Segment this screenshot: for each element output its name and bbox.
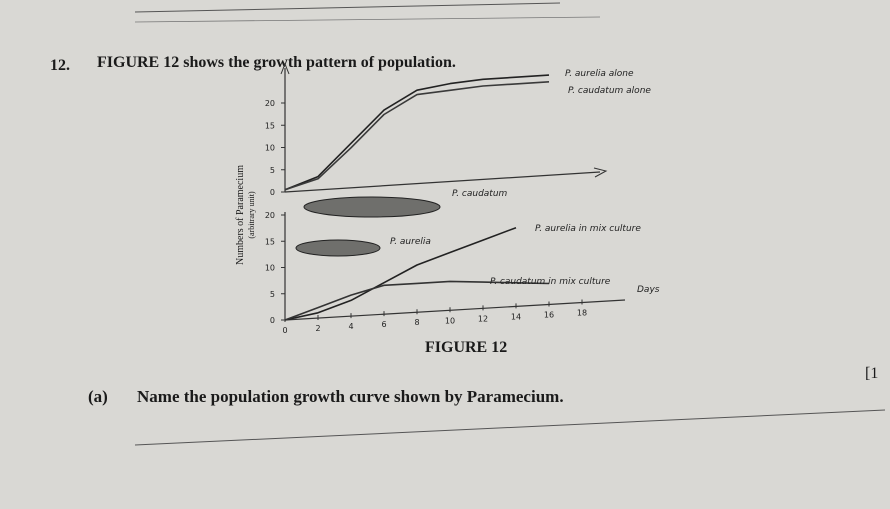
- curve: [284, 226, 517, 321]
- x-tick-label: 10: [445, 316, 455, 325]
- y-axis-label: Numbers of Paramecium: [235, 165, 246, 265]
- axis-arrow: [593, 167, 608, 178]
- y-tick-label: 10: [265, 264, 275, 273]
- y-tick-label: 10: [265, 144, 275, 153]
- curve: [284, 74, 550, 191]
- series-label: P. caudatum in mix culture: [490, 277, 611, 287]
- x-tick-label: 8: [414, 318, 419, 327]
- x-tick-label: 12: [478, 314, 488, 323]
- y-tick-label: 15: [265, 237, 275, 246]
- curve: [284, 280, 550, 321]
- rule-line: [134, 16, 601, 23]
- y-tick-label: 15: [265, 121, 275, 130]
- x-tick-label: 2: [315, 324, 320, 333]
- y-tick-label: 5: [270, 166, 275, 175]
- series-label: P. aurelia in mix culture: [535, 224, 641, 234]
- question-text: FIGURE 12 shows the growth pattern of po…: [97, 54, 456, 71]
- rule-line: [134, 2, 561, 13]
- x-axis: [284, 299, 626, 321]
- series-label: P. caudatum alone: [568, 86, 651, 96]
- y-tick-label: 5: [270, 290, 275, 299]
- answer-line: [134, 409, 886, 446]
- x-tick-label: 18: [577, 309, 587, 318]
- x-tick-label: 6: [381, 320, 386, 329]
- image-label: P. caudatum: [452, 189, 508, 199]
- image-label: P. aurelia: [390, 237, 431, 247]
- culture-image: [303, 196, 441, 218]
- y-tick-label: 0: [270, 188, 275, 197]
- figure-caption: FIGURE 12: [425, 339, 507, 356]
- x-tick-label: 0: [282, 326, 287, 335]
- curve: [284, 81, 550, 191]
- x-tick-label: 14: [511, 312, 521, 321]
- part-label: (a): [88, 387, 108, 406]
- x-tick-label: 16: [544, 310, 554, 319]
- y-tick-label: 20: [265, 99, 275, 108]
- culture-image: [295, 239, 381, 257]
- y-tick-label: 20: [265, 211, 275, 220]
- x-axis: [284, 171, 601, 193]
- y-tick-label: 0: [270, 316, 275, 325]
- question-number: 12.: [50, 57, 70, 74]
- part-text: Name the population growth curve shown b…: [137, 387, 564, 406]
- axis-arrow: [280, 62, 290, 75]
- x-tick-label: 4: [348, 322, 353, 331]
- y-axis-unit: (arbitrary unit): [247, 191, 256, 239]
- marks: [1: [865, 365, 878, 382]
- series-label: P. aurelia alone: [565, 69, 634, 79]
- x-axis-label: Days: [637, 285, 660, 295]
